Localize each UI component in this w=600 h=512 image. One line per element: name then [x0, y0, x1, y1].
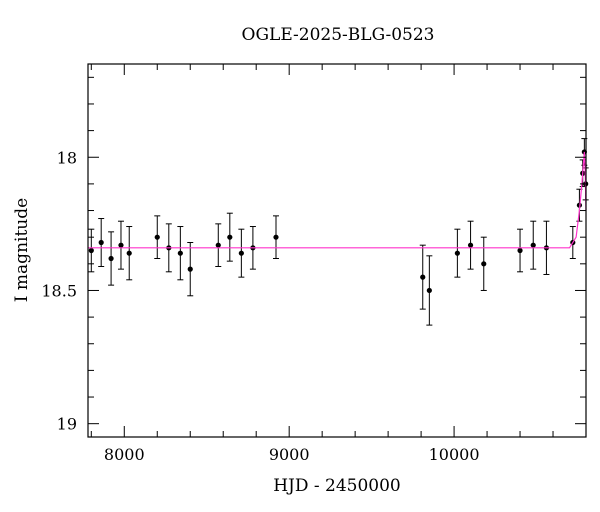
data-marker [187, 266, 193, 272]
data-marker [530, 242, 536, 248]
y-tick-label: 19 [57, 415, 77, 434]
x-axis-label: HJD - 2450000 [273, 476, 401, 496]
data-marker [126, 250, 132, 256]
data-point [154, 215, 161, 259]
data-point [108, 231, 115, 286]
data-point [480, 236, 487, 291]
y-tick-label: 18.5 [41, 281, 77, 300]
data-point [530, 220, 537, 270]
data-marker [177, 250, 183, 256]
data-marker [215, 242, 221, 248]
data-marker [238, 250, 244, 256]
data-marker [227, 234, 233, 240]
data-marker [420, 274, 426, 280]
x-tick-label: 8000 [104, 445, 145, 464]
data-point [272, 215, 279, 259]
chart-title: OGLE-2025-BLG-0523 [242, 25, 435, 45]
data-marker [426, 287, 432, 294]
data-point [517, 228, 524, 273]
y-axis-label: I magnitude [12, 198, 32, 302]
data-marker [467, 242, 474, 248]
data-marker [88, 247, 94, 254]
data-point [467, 220, 474, 270]
data-point [98, 218, 105, 267]
x-tick-label: 9000 [269, 445, 310, 464]
axes-layer: 8000 9000 10000 18 18.5 19 [41, 64, 587, 464]
data-marker [98, 239, 104, 246]
data-point [419, 244, 426, 310]
data-marker [481, 261, 487, 267]
data-marker [108, 255, 114, 262]
data-point [88, 228, 95, 273]
data-point [454, 228, 461, 278]
x-tick-label: 10000 [429, 445, 480, 464]
data-point [226, 212, 233, 262]
data-point [426, 255, 433, 326]
data-marker [118, 242, 124, 248]
data-point [238, 228, 245, 278]
data-marker [154, 234, 160, 240]
data-point [215, 223, 222, 267]
data-marker [454, 250, 460, 256]
data-point [117, 220, 124, 270]
y-tick-label: 18 [57, 148, 77, 167]
data-marker [273, 234, 279, 240]
data-point [126, 226, 133, 281]
model-curve [88, 151, 587, 249]
data-point [177, 226, 184, 281]
data-marker [517, 247, 523, 254]
data-layer [88, 138, 589, 326]
data-point [187, 242, 194, 297]
plot-frame [87, 63, 587, 438]
